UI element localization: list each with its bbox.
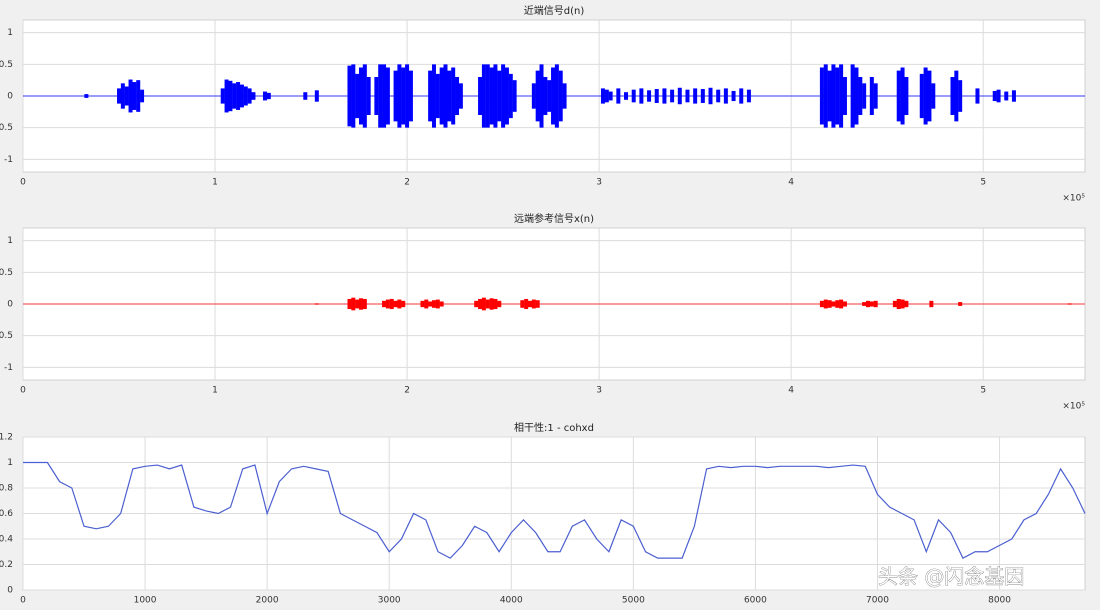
chart-title: 远端参考信号x(n) (514, 212, 594, 225)
x-tick-label: 1 (212, 386, 218, 396)
y-tick-label: 0 (7, 586, 13, 596)
y-tick-label: 0.5 (0, 268, 13, 278)
x-tick-label: 4000 (500, 596, 523, 606)
x-tick-label: 5 (980, 178, 986, 188)
x-tick-label: 3 (596, 386, 602, 396)
x-exponent: ×10⁵ (1062, 194, 1085, 204)
x-tick-label: 0 (20, 386, 26, 396)
x-tick-label: 2 (404, 178, 410, 188)
x-tick-label: 1 (212, 178, 218, 188)
x-tick-label: 3000 (378, 596, 401, 606)
y-tick-label: 1.2 (0, 433, 13, 443)
x-tick-label: 5000 (622, 596, 645, 606)
x-tick-label: 4 (788, 178, 794, 188)
y-tick-label: 0.5 (0, 60, 13, 70)
y-tick-label: -1 (4, 155, 13, 165)
x-tick-label: 3 (596, 178, 602, 188)
chart-title: 近端信号d(n) (524, 4, 585, 17)
y-tick-label: -0.5 (0, 123, 13, 133)
y-tick-label: 1 (7, 236, 13, 246)
watermark: 头条 @闪念基因 (878, 565, 1024, 589)
coherence-line (23, 461, 1086, 559)
y-tick-label: -1 (4, 363, 13, 373)
x-tick-label: 0 (20, 178, 26, 188)
x-tick-label: 6000 (744, 596, 767, 606)
y-tick-label: 1 (7, 458, 13, 468)
y-tick-label: 0 (7, 300, 13, 310)
y-tick-label: 0.4 (0, 535, 13, 545)
y-tick-label: 0.2 (0, 560, 13, 570)
y-tick-label: 1 (7, 28, 13, 38)
y-tick-label: 0 (7, 92, 13, 102)
y-tick-label: -0.5 (0, 331, 13, 341)
y-tick-label: 0.6 (0, 509, 13, 519)
x-exponent: ×10⁵ (1062, 402, 1085, 412)
chart-title: 相干性:1 - cohxd (514, 421, 594, 434)
x-tick-label: 8000 (988, 596, 1011, 606)
x-tick-label: 1000 (134, 596, 157, 606)
x-tick-label: 2 (404, 386, 410, 396)
x-tick-label: 2000 (256, 596, 279, 606)
x-tick-label: 5 (980, 386, 986, 396)
y-tick-label: 0.8 (0, 484, 13, 494)
x-tick-label: 0 (20, 596, 26, 606)
x-tick-label: 4 (788, 386, 794, 396)
x-tick-label: 7000 (866, 596, 889, 606)
